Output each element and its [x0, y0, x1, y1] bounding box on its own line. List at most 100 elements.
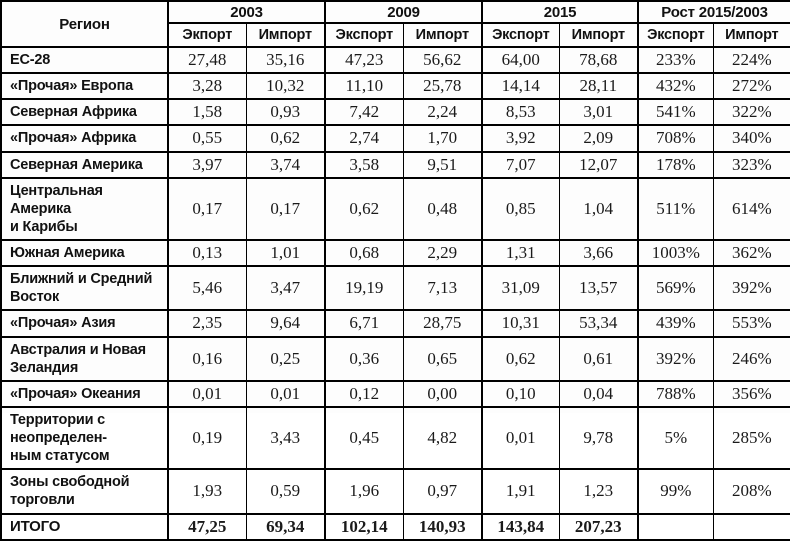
value-cell: 0,36	[324, 335, 404, 382]
value-cell: 3,47	[245, 265, 326, 312]
value-cell: 31,09	[481, 265, 560, 312]
value-cell: 1,91	[481, 468, 560, 515]
value-cell: 0,65	[402, 335, 483, 382]
value-cell: 3,28	[167, 72, 247, 101]
table-row: «Прочая» Африка 0,55 0,62 2,74 1,70 3,92 2,09 7…	[0, 124, 790, 153]
value-cell: 3,58	[324, 150, 404, 179]
value-cell: 0,04	[558, 379, 639, 408]
subheader-2003-export: Экпорт	[167, 22, 247, 48]
table-row: Ближний и Средний Восток 5,46 3,47 19,19 7,1…	[0, 265, 790, 312]
value-cell: 5%	[637, 405, 714, 471]
value-cell: 69,34	[245, 512, 326, 541]
value-cell: 0,16	[167, 335, 247, 382]
value-cell	[637, 512, 714, 541]
value-cell: 11,10	[324, 72, 404, 101]
value-cell: 28,11	[558, 72, 639, 101]
value-cell	[712, 512, 790, 541]
value-cell: 0,19	[167, 405, 247, 471]
value-cell: 2,29	[402, 238, 483, 268]
table-row: Северная Америка 3,97 3,74 3,58 9,51 7,07 12,0…	[0, 150, 790, 179]
value-cell: 541%	[637, 98, 714, 127]
value-cell: 14,14	[481, 72, 560, 101]
region-cell: Территории с неопределен- ным статусом	[0, 405, 169, 471]
region-cell: Австралия и Новая Зеландия	[0, 335, 169, 382]
value-cell: 143,84	[481, 512, 560, 541]
value-cell: 0,10	[481, 379, 560, 408]
value-cell: 102,14	[324, 512, 404, 541]
value-cell: 10,31	[481, 309, 560, 338]
value-cell: 5,46	[167, 265, 247, 312]
table-row: «Прочая» Азия 2,35 9,64 6,71 28,75 10,31 53,34…	[0, 309, 790, 338]
value-cell: 392%	[712, 265, 790, 312]
value-cell: 6,71	[324, 309, 404, 338]
value-cell: 10,32	[245, 72, 326, 101]
value-cell: 0,61	[558, 335, 639, 382]
value-cell: 323%	[712, 150, 790, 179]
table-header: Регион 2003 2009 2015 Рост 2015/2003 Экп…	[0, 0, 790, 48]
value-cell: 99%	[637, 468, 714, 515]
value-cell: 553%	[712, 309, 790, 338]
value-cell: 0,55	[167, 124, 247, 153]
value-cell: 356%	[712, 379, 790, 408]
value-cell: 285%	[712, 405, 790, 471]
value-cell: 2,74	[324, 124, 404, 153]
value-cell: 1,58	[167, 98, 247, 127]
value-cell: 25,78	[402, 72, 483, 101]
subheader-2015-export: Экспорт	[481, 22, 560, 48]
value-cell: 47,23	[324, 45, 404, 75]
column-header-2003: 2003	[166, 0, 326, 24]
value-cell: 432%	[637, 72, 714, 101]
value-cell: 3,74	[245, 150, 326, 179]
value-cell: 246%	[712, 335, 790, 382]
header-group-row: Регион 2003 2009 2015 Рост 2015/2003	[0, 0, 790, 48]
value-cell: 27,48	[167, 45, 247, 75]
value-cell: 3,66	[558, 238, 639, 268]
value-cell: 35,16	[245, 45, 326, 75]
value-cell: 340%	[712, 124, 790, 153]
value-cell: 0,59	[245, 468, 326, 515]
value-cell: 1003%	[637, 238, 714, 268]
value-cell: 7,13	[402, 265, 483, 312]
region-cell: Зоны свободной торговли	[0, 468, 169, 515]
value-cell: 0,17	[167, 176, 247, 242]
value-cell: 64,00	[481, 45, 560, 75]
table-row: Территории с неопределен- ным статусом 0,…	[0, 405, 790, 471]
value-cell: 0,68	[324, 238, 404, 268]
subheader-2009-import: Импорт	[402, 22, 483, 48]
value-cell: 2,09	[558, 124, 639, 153]
value-cell: 19,19	[324, 265, 404, 312]
value-cell: 2,35	[167, 309, 247, 338]
table-row: «Прочая» Океания 0,01 0,01 0,12 0,00 0,10 0,04…	[0, 379, 790, 408]
value-cell: 3,01	[558, 98, 639, 127]
value-cell: 4,82	[402, 405, 483, 471]
value-cell: 56,62	[402, 45, 483, 75]
value-cell: 0,25	[245, 335, 326, 382]
value-cell: 3,97	[167, 150, 247, 179]
region-cell: ИТОГО	[0, 512, 169, 541]
value-cell: 224%	[712, 45, 790, 75]
table-row: Центральная Америка и Карибы 0,17 0,17 0,62…	[0, 176, 790, 242]
region-cell: «Прочая» Азия	[0, 309, 169, 338]
value-cell: 9,64	[245, 309, 326, 338]
value-cell: 7,42	[324, 98, 404, 127]
value-cell: 3,92	[481, 124, 560, 153]
value-cell: 788%	[637, 379, 714, 408]
value-cell: 0,01	[481, 405, 560, 471]
region-cell: «Прочая» Африка	[0, 124, 169, 153]
table-row: Южная Америка 0,13 1,01 0,68 2,29 1,31 3,66 100…	[0, 238, 790, 268]
column-header-growth: Рост 2015/2003	[637, 0, 790, 24]
table-row: «Прочая» Европа 3,28 10,32 11,10 25,78 14,14 2…	[0, 72, 790, 101]
table-row: Австралия и Новая Зеландия 0,16 0,25 0,36 0,…	[0, 335, 790, 382]
value-cell: 208%	[712, 468, 790, 515]
value-cell: 0,85	[481, 176, 560, 242]
value-cell: 13,57	[558, 265, 639, 312]
region-cell: «Прочая» Европа	[0, 72, 169, 101]
region-cell: ЕС-28	[0, 45, 169, 75]
value-cell: 0,97	[402, 468, 483, 515]
value-cell: 1,70	[402, 124, 483, 153]
region-cell: Южная Америка	[0, 238, 169, 268]
table-row: Северная Африка 1,58 0,93 7,42 2,24 8,53 3,01 5…	[0, 98, 790, 127]
value-cell: 392%	[637, 335, 714, 382]
value-cell: 0,01	[167, 379, 247, 408]
